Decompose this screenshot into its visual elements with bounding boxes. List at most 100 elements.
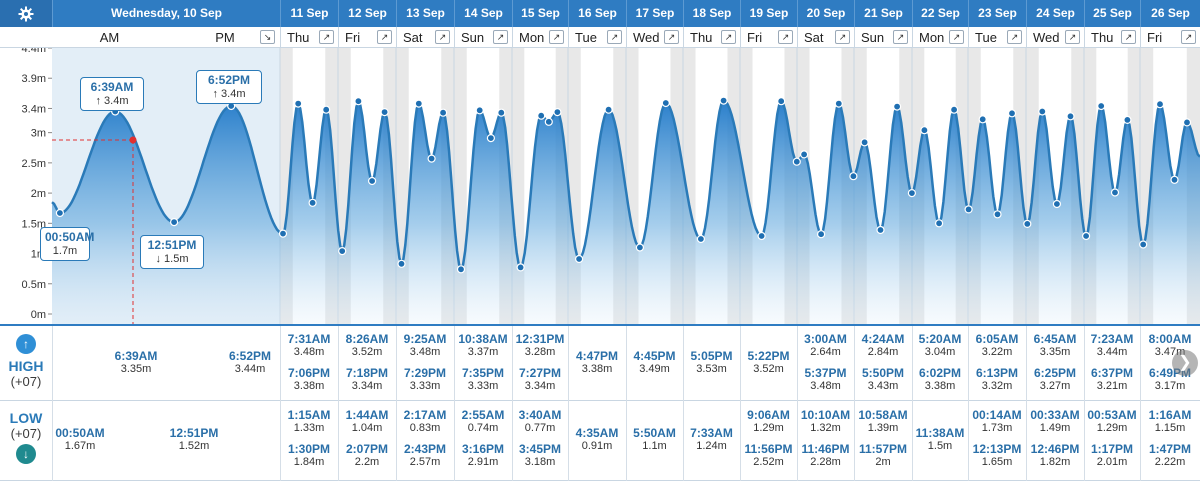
day-of-week-label: Tue: [975, 30, 997, 45]
tide-time: 7:29PM: [403, 366, 447, 380]
tide-time: 7:06PM: [287, 366, 331, 380]
day-date-label: 20 Sep: [797, 0, 854, 27]
column-divider: [52, 326, 53, 481]
expand-icon[interactable]: ↗: [1065, 30, 1080, 44]
day-period-cell: Wed ↗: [1026, 27, 1084, 48]
tide-time: 3:00AM: [804, 332, 847, 346]
tide-height: 1.82m: [1039, 456, 1071, 468]
column-divider: [797, 326, 798, 481]
tide-point: [964, 205, 973, 214]
tide-point: [439, 108, 448, 117]
tide-point: [574, 254, 584, 264]
tide-height: 1.5m: [927, 440, 953, 452]
tide-time: 1:17PM: [1090, 442, 1134, 456]
tide-point: [604, 105, 613, 114]
chevron-right-icon[interactable]: ❯: [1172, 350, 1198, 376]
day-period-cell: Sun ↗: [454, 27, 512, 48]
expand-icon[interactable]: ↗: [319, 30, 334, 44]
tide-time: 3:45PM: [518, 442, 562, 456]
column-divider: [626, 326, 627, 481]
day-of-week-label: Wed: [633, 30, 660, 45]
tide-time: 1:44AM: [345, 408, 389, 422]
column-divider: [1140, 326, 1141, 481]
day-period-cell: Fri ↗: [1140, 27, 1200, 48]
tide-height: 1.49m: [1039, 422, 1071, 434]
expand-icon[interactable]: ↗: [835, 30, 850, 44]
expand-icon[interactable]: ↗: [1121, 30, 1136, 44]
callout-value-text: 1.5m: [164, 253, 189, 265]
tide-time: 2:07PM: [345, 442, 389, 456]
column-divider: [454, 326, 455, 481]
y-tick-label: 2.5m: [22, 158, 46, 170]
arrow-down-icon[interactable]: ↓: [16, 444, 36, 464]
tide-point: [516, 263, 525, 272]
callout-value-text: 3.4m: [221, 88, 246, 100]
column-divider: [396, 326, 397, 481]
tide-time: 6:02PM: [918, 366, 962, 380]
tide-point: [978, 115, 987, 124]
tide-point: [849, 172, 858, 181]
tide-line: [51, 97, 1200, 273]
tide-height: 3.22m: [981, 346, 1013, 358]
y-tick-label: 0m: [31, 309, 46, 321]
tide-height: 3.52m: [351, 346, 383, 358]
settings-button[interactable]: [0, 0, 52, 27]
day-period-cell: Wed ↗: [626, 27, 683, 48]
expand-icon[interactable]: ↗: [664, 30, 679, 44]
expand-icon[interactable]: ↗: [1007, 30, 1022, 44]
tide-point: [834, 99, 843, 108]
column-divider: [338, 326, 339, 481]
tide-time: 6:05AM: [975, 332, 1019, 346]
tide-point: [1052, 199, 1062, 209]
day-date-label: 19 Sep: [740, 0, 797, 27]
tide-point: [1182, 118, 1192, 127]
expand-icon[interactable]: ↗: [949, 30, 964, 44]
day-of-week-label: Mon: [519, 30, 545, 45]
collapse-icon[interactable]: ↘: [260, 30, 275, 44]
tide-time: 00:50AM: [55, 426, 105, 440]
callout-low-1: 00:50AM 1.7m: [40, 227, 94, 261]
expand-icon[interactable]: ↗: [435, 30, 450, 44]
expand-icon[interactable]: ↗: [778, 30, 793, 44]
expand-icon[interactable]: ↗: [607, 30, 622, 44]
tide-height: 3.33m: [467, 380, 499, 392]
column-divider: [1084, 326, 1085, 481]
expand-icon[interactable]: ↗: [1181, 30, 1196, 44]
tide-time: 00:33AM: [1030, 408, 1080, 422]
day-of-week-label: Wed: [1033, 30, 1060, 45]
day-date-label: 24 Sep: [1026, 0, 1084, 27]
tide-height: 3.35m: [1039, 346, 1071, 358]
tide-height: 1.29m: [753, 422, 784, 434]
tide-point: [907, 189, 917, 198]
expand-icon[interactable]: ↗: [549, 30, 564, 44]
tide-point: [1023, 219, 1032, 228]
tide-time: 2:17AM: [403, 408, 447, 422]
tide-height: 3.18m: [524, 456, 556, 468]
tide-height: 3.44m: [1096, 346, 1128, 358]
tide-height: 1.32m: [810, 422, 841, 434]
tide-time: 12:13PM: [972, 442, 1022, 456]
column-divider: [683, 326, 684, 481]
callout-high-2: 6:52PM ↑ 3.4m: [196, 70, 262, 104]
tide-time: 7:35PM: [461, 366, 505, 380]
day-date-label: 12 Sep: [338, 0, 396, 27]
tide-time: 5:20AM: [918, 332, 962, 346]
day-period-cell: Sun ↗: [854, 27, 912, 48]
tide-height: 2.64m: [810, 346, 841, 358]
tide-point: [553, 107, 562, 117]
tide-time: 11:57PM: [858, 442, 908, 456]
header-dates: Wednesday, 10 Sep 11 Sep 12 Sep 13 Sep 14 S…: [0, 0, 1200, 27]
tide-point: [1110, 188, 1120, 197]
tide-time: 00:53AM: [1087, 408, 1137, 422]
expand-icon[interactable]: ↗: [493, 30, 508, 44]
tide-point: [860, 138, 869, 147]
expand-icon[interactable]: ↗: [721, 30, 736, 44]
tide-point: [338, 247, 347, 256]
expand-icon[interactable]: ↗: [377, 30, 392, 44]
expand-icon[interactable]: ↗: [893, 30, 908, 44]
tide-time: 11:38AM: [915, 426, 965, 440]
tide-point: [934, 219, 944, 228]
arrow-up-icon[interactable]: ↑: [16, 334, 36, 354]
tide-height: 0.77m: [524, 422, 556, 434]
tide-point: [719, 96, 728, 105]
